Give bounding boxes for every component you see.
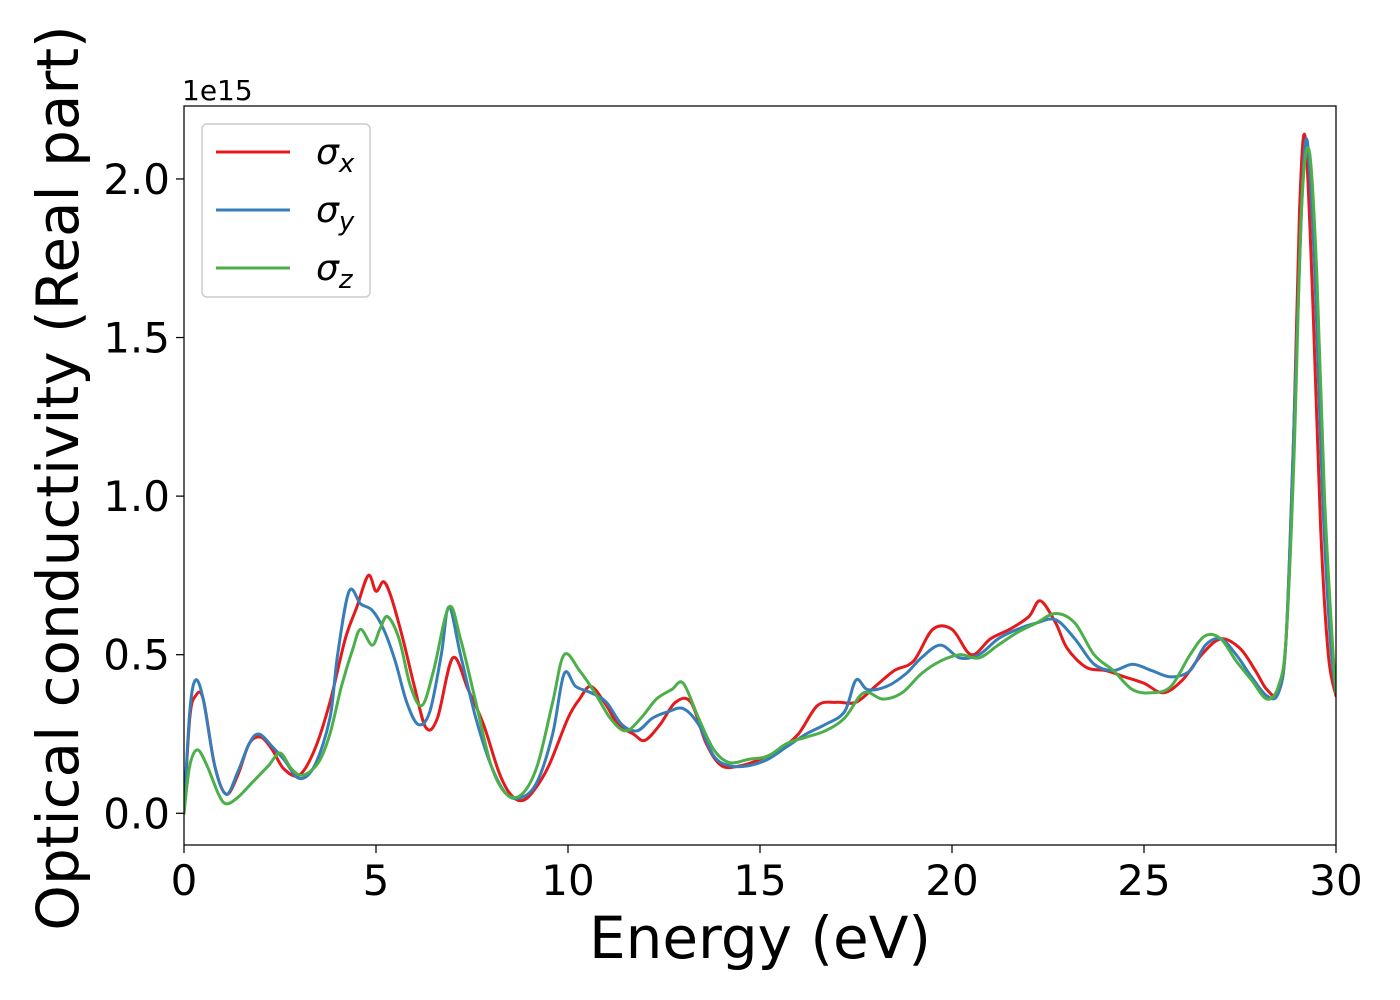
x-tick-label: 25 <box>1117 856 1170 905</box>
y-axis-ticks: 0.0 0.5 1.0 1.5 2.0 <box>103 155 184 838</box>
legend-label-sigma-x: σx <box>316 132 355 179</box>
x-axis-ticks: 0 5 10 15 20 25 30 <box>171 845 1363 905</box>
x-tick-label: 10 <box>541 856 594 905</box>
series-line-sigma-y <box>184 137 1336 815</box>
x-tick-label: 30 <box>1309 856 1362 905</box>
y-tick-label: 1.0 <box>103 472 170 521</box>
x-axis-label: Energy (eV) <box>589 904 931 972</box>
x-tick-label: 5 <box>363 856 390 905</box>
y-tick-label: 0.5 <box>103 631 170 680</box>
y-tick-label: 1.5 <box>103 314 170 363</box>
series-line-sigma-z <box>184 146 1336 815</box>
x-tick-label: 15 <box>733 856 786 905</box>
y-tick-label: 0.0 <box>103 789 170 838</box>
legend-label-sigma-y: σy <box>316 190 355 237</box>
x-tick-label: 20 <box>925 856 978 905</box>
y-axis-label: Optical conductivity (Real part) <box>24 25 92 930</box>
series-lines <box>184 132 1336 815</box>
y-axis-offset-label: 1e15 <box>182 74 253 107</box>
y-tick-label: 2.0 <box>103 155 170 204</box>
legend: σx σy σz <box>201 123 371 298</box>
x-tick-label: 0 <box>171 856 198 905</box>
legend-label-sigma-z: σz <box>316 248 354 295</box>
